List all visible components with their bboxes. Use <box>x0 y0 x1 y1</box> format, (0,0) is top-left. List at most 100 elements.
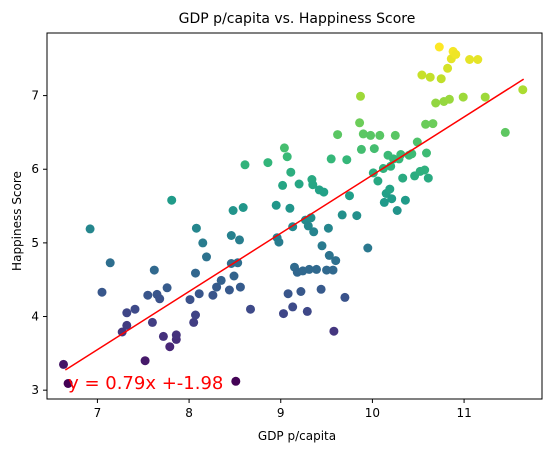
scatter-point <box>158 331 168 341</box>
scatter-point <box>235 235 244 245</box>
scatter-point <box>323 223 333 233</box>
scatter-point <box>473 55 483 64</box>
scatter-point <box>324 250 334 260</box>
scatter-point <box>340 292 350 302</box>
scatter-point <box>423 173 433 183</box>
scatter-point <box>279 309 288 319</box>
x-tick-label: 8 <box>185 406 193 420</box>
scatter-point <box>309 227 319 237</box>
scatter-point <box>436 74 446 84</box>
x-tick-label: 10 <box>365 406 380 420</box>
scatter-point <box>417 70 427 80</box>
scatter-point <box>316 284 326 294</box>
regression-layer <box>64 78 525 371</box>
y-tick-label: 3 <box>31 383 39 397</box>
scatter-point <box>518 85 528 95</box>
scatter-point <box>208 290 218 300</box>
scatter-point <box>322 265 332 275</box>
scatter-point <box>312 264 321 274</box>
scatter-point <box>294 179 304 189</box>
scatter-point <box>329 326 339 336</box>
x-tick-label: 11 <box>456 406 471 420</box>
scatter-point <box>140 356 150 366</box>
scatter-point <box>458 92 468 102</box>
scatter-point <box>143 290 153 300</box>
scatter-point <box>191 268 200 278</box>
scatter-point <box>191 223 201 233</box>
scatter-point <box>303 221 313 231</box>
data-points <box>59 42 528 388</box>
scatter-point <box>212 282 222 292</box>
scatter-point <box>319 187 329 197</box>
scatter-point <box>390 130 400 140</box>
scatter-point <box>392 206 402 215</box>
scatter-point <box>331 256 341 266</box>
scatter-point <box>147 317 157 327</box>
scatter-point <box>400 195 410 205</box>
scatter-point <box>375 130 385 140</box>
scatter-point <box>191 310 200 320</box>
x-tick-label: 7 <box>94 406 102 420</box>
x-tick-label: 9 <box>277 406 285 420</box>
scatter-point <box>304 264 314 274</box>
scatter-point <box>238 203 248 212</box>
scatter-point <box>398 173 408 183</box>
scatter-point <box>274 237 284 247</box>
scatter-point <box>308 180 318 190</box>
scatter-point <box>117 327 127 337</box>
scatter-point <box>342 155 352 165</box>
scatter-point <box>278 180 288 190</box>
scatter-point <box>59 359 68 369</box>
scatter-point <box>352 211 362 221</box>
scatter-point <box>420 165 430 175</box>
scatter-point <box>326 154 336 164</box>
scatter-point <box>373 176 383 186</box>
scatter-point <box>189 317 199 327</box>
regression-line <box>64 78 525 371</box>
scatter-point <box>355 118 365 128</box>
scatter-point <box>422 148 431 158</box>
scatter-point <box>428 119 438 129</box>
scatter-point <box>263 158 273 168</box>
scatter-point <box>202 252 211 262</box>
scatter-point <box>379 197 389 207</box>
scatter-point <box>288 302 298 312</box>
scatter-point <box>279 143 289 153</box>
scatter-point <box>122 308 132 318</box>
scatter-point <box>286 167 296 177</box>
scatter-point <box>358 129 368 139</box>
scatter-point <box>231 376 241 386</box>
chart-title: GDP p/capita vs. Happiness Score <box>179 11 416 27</box>
scatter-point <box>451 49 461 59</box>
scatter-point <box>285 203 295 213</box>
scatter-point <box>444 94 454 104</box>
scatter-point <box>162 283 172 293</box>
y-axis-ticks: 3 4 5 6 7 <box>31 89 47 397</box>
scatter-point <box>130 304 140 314</box>
scatter-point <box>233 258 243 268</box>
scatter-point <box>434 42 444 52</box>
scatter-point <box>465 55 475 64</box>
scatter-point <box>229 271 239 281</box>
scatter-point <box>443 63 453 73</box>
scatter-point <box>155 294 165 304</box>
scatter-point <box>500 127 510 137</box>
y-tick-label: 7 <box>31 89 39 103</box>
scatter-point <box>271 200 281 210</box>
scatter-point <box>282 152 292 162</box>
scatter-point <box>302 306 312 316</box>
scatter-point <box>345 191 354 201</box>
y-tick-label: 4 <box>31 310 39 324</box>
scatter-point <box>369 144 379 154</box>
y-axis-label: Happiness Score <box>10 171 24 271</box>
scatter-point <box>165 342 175 352</box>
scatter-point <box>63 379 73 388</box>
scatter-point <box>356 144 366 154</box>
scatter-point <box>167 195 177 205</box>
scatter-point <box>235 282 245 292</box>
scatter-point <box>337 210 347 220</box>
scatter-point <box>228 206 238 215</box>
scatter-point <box>226 231 236 240</box>
scatter-point <box>194 289 204 299</box>
